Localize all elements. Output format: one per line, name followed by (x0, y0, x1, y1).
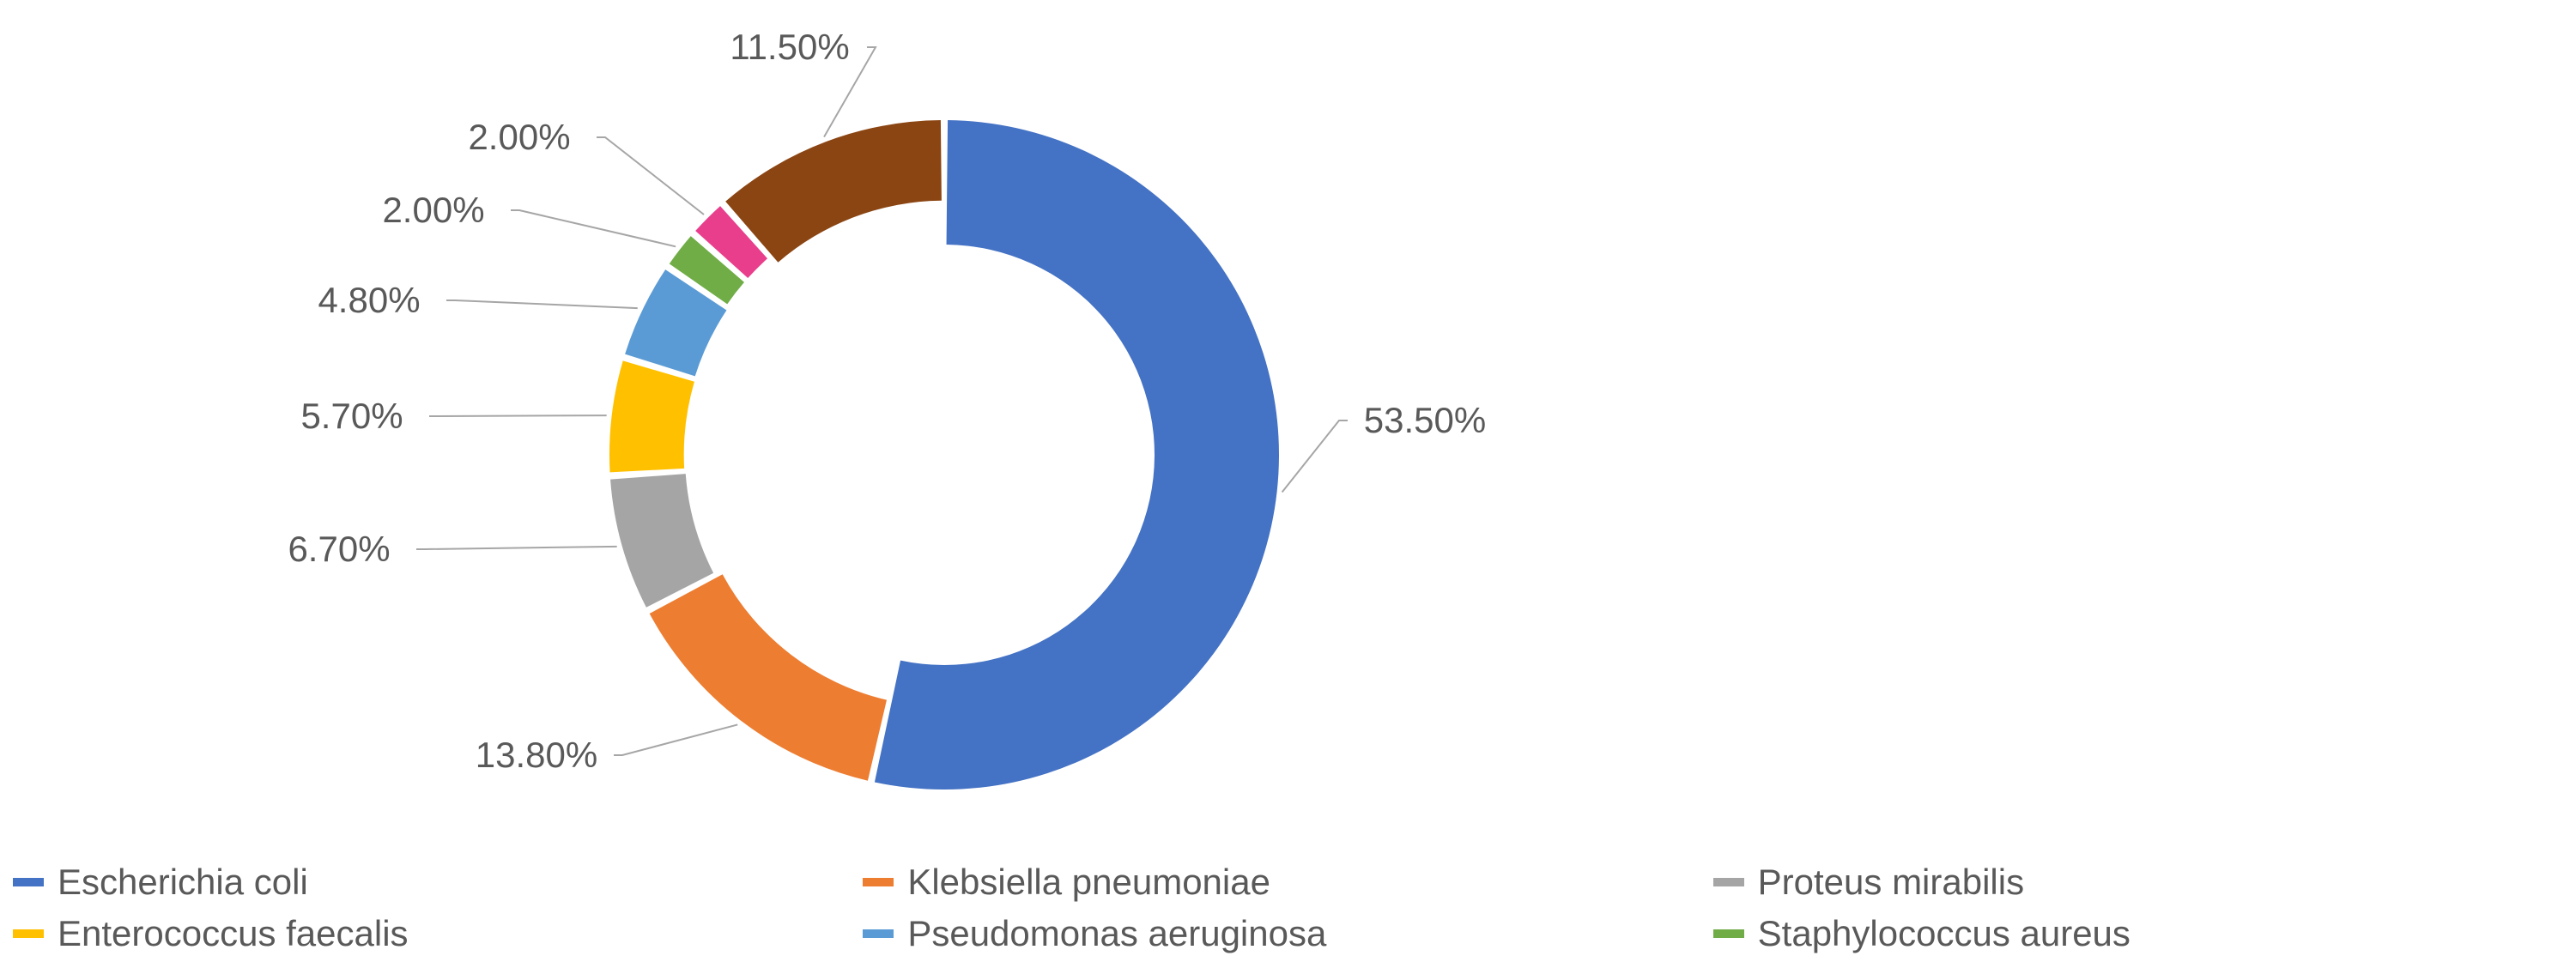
legend-item-3: Enterococcus faecalis (13, 916, 863, 952)
slice-7 (725, 120, 942, 263)
leader-2 (416, 547, 617, 549)
legend-label-2: Proteus mirabilis (1758, 864, 2024, 900)
legend-swatch-4 (863, 929, 894, 938)
donut-area: 53.50% 13.80% 6.70% 5.70% 4.80% 2.00% 2.… (0, 0, 2576, 850)
legend-swatch-1 (863, 878, 894, 886)
legend-label-5: Staphylococcus aureus (1758, 916, 2131, 952)
slice-1 (650, 574, 887, 780)
legend-item-4: Pseudomonas aeruginosa (863, 916, 1712, 952)
legend-swatch-2 (1713, 878, 1744, 886)
slice-label-0: 53.50% (1364, 400, 1486, 441)
legend: Escherichia coli Klebsiella pneumoniae P… (0, 850, 2576, 974)
leader-6 (597, 137, 704, 215)
legend-label-1: Klebsiella pneumoniae (907, 864, 1270, 900)
chart-container: 53.50% 13.80% 6.70% 5.70% 4.80% 2.00% 2.… (0, 0, 2576, 974)
legend-swatch-3 (13, 929, 44, 938)
slice-label-4: 4.80% (318, 280, 420, 321)
legend-swatch-0 (13, 878, 44, 886)
slice-label-5: 2.00% (382, 190, 484, 231)
legend-item-0: Escherichia coli (13, 864, 863, 900)
leader-1 (614, 724, 737, 755)
legend-label-3: Enterococcus faecalis (58, 916, 409, 952)
slice-0 (875, 120, 1279, 789)
slice-2 (610, 474, 713, 608)
legend-swatch-5 (1713, 929, 1744, 938)
leader-4 (446, 300, 638, 308)
legend-label-0: Escherichia coli (58, 864, 308, 900)
slice-label-7: 11.50% (730, 27, 849, 68)
legend-label-4: Pseudomonas aeruginosa (907, 916, 1326, 952)
leader-3 (429, 415, 607, 416)
legend-item-2: Proteus mirabilis (1713, 864, 2563, 900)
slice-label-1: 13.80% (476, 735, 597, 776)
slice-label-3: 5.70% (300, 396, 403, 437)
leader-0 (1282, 420, 1348, 492)
slice-label-2: 6.70% (288, 529, 390, 570)
legend-item-1: Klebsiella pneumoniae (863, 864, 1712, 900)
slice-3 (609, 360, 694, 472)
slice-label-6: 2.00% (468, 117, 570, 158)
leader-5 (511, 210, 676, 246)
legend-item-5: Staphylococcus aureus (1713, 916, 2563, 952)
